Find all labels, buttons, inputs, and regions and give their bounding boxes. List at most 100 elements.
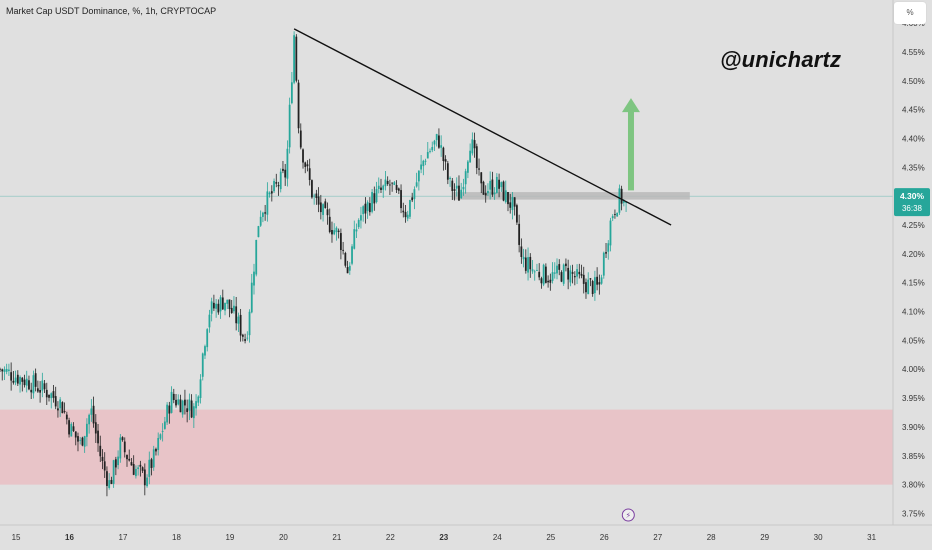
- candle-body: [451, 180, 454, 192]
- candle-body: [168, 405, 171, 414]
- price-tick-label: 4.40%: [902, 134, 925, 143]
- candle-body: [266, 191, 269, 215]
- time-axis[interactable]: 15 16 17 18 19 20 21 22 23 24 25 26 27 28 29 30 31 ⚡: [0, 508, 932, 542]
- candle-body: [92, 405, 95, 424]
- candle-body: [406, 214, 409, 219]
- candle-body: [126, 454, 128, 460]
- candle-body: [333, 230, 336, 235]
- candle-body: [366, 202, 369, 212]
- price-tick-label: 4.45%: [902, 106, 925, 115]
- price-tick-label: 3.90%: [902, 423, 925, 432]
- candle-body: [215, 303, 218, 309]
- candle-body: [455, 185, 458, 189]
- time-tick-label: 25: [546, 533, 555, 542]
- candle-body: [295, 36, 298, 81]
- percent-scale-button[interactable]: %: [894, 2, 926, 24]
- candle-body: [16, 374, 19, 384]
- candle-body: [50, 393, 53, 399]
- candle-body: [364, 203, 367, 214]
- candle-body: [556, 265, 558, 274]
- candle-body: [567, 267, 570, 280]
- candle-body: [382, 185, 385, 190]
- price-tag-box: [894, 188, 930, 217]
- candle-body: [533, 271, 536, 273]
- candle-body: [473, 140, 476, 149]
- candle-body: [324, 201, 327, 209]
- price-tick-label: 4.50%: [902, 77, 925, 86]
- candle-body: [268, 192, 271, 195]
- candle-body: [230, 307, 233, 313]
- candle-body: [458, 185, 460, 201]
- candle-body: [150, 459, 153, 468]
- candle-body: [32, 375, 35, 394]
- candle-body: [99, 445, 102, 457]
- candle-body: [72, 426, 75, 431]
- candle-body: [273, 180, 275, 192]
- candle-body: [620, 188, 623, 204]
- candle-body: [395, 184, 398, 190]
- candle-body: [576, 269, 578, 277]
- candle-body: [337, 230, 340, 232]
- candle-body: [41, 380, 44, 391]
- candle-body: [246, 337, 249, 339]
- candle-body: [204, 346, 206, 356]
- candle-body: [195, 401, 197, 409]
- candle-body: [306, 164, 309, 167]
- candle-body: [277, 185, 280, 187]
- candle-body: [148, 459, 151, 477]
- time-tick-label: 27: [653, 533, 662, 542]
- price-tick-label: 4.10%: [902, 308, 925, 317]
- candle-body: [404, 212, 407, 218]
- time-tick-label: 20: [279, 533, 288, 542]
- price-tick-label: 4.35%: [902, 163, 925, 172]
- candle-body: [279, 171, 282, 190]
- candle-body: [498, 179, 500, 189]
- candle-body: [139, 464, 142, 467]
- candle-body: [259, 216, 262, 226]
- candle-body: [339, 233, 342, 250]
- candle-body: [424, 160, 427, 162]
- candle-body: [70, 423, 73, 437]
- candle-body: [88, 414, 91, 425]
- candle-body: [83, 436, 86, 447]
- time-tick-label: 18: [172, 533, 181, 542]
- candle-body: [61, 402, 64, 414]
- candle-body: [355, 229, 358, 232]
- candle-body: [241, 334, 244, 337]
- candle-body: [344, 253, 347, 266]
- candle-body: [605, 252, 607, 254]
- candle-body: [384, 179, 387, 187]
- candle-body: [311, 180, 313, 198]
- candle-body: [244, 339, 246, 341]
- candle-body: [5, 368, 8, 372]
- candle-body: [444, 159, 447, 162]
- candle-body: [585, 282, 587, 293]
- candle-body: [85, 423, 88, 437]
- candle-body: [43, 383, 46, 390]
- candle-body: [453, 189, 456, 191]
- candle-body: [239, 314, 242, 336]
- candle-body: [322, 204, 324, 215]
- candle-body: [582, 274, 585, 284]
- candle-body: [357, 220, 360, 228]
- candle-body: [106, 471, 108, 486]
- candle-body: [114, 459, 117, 468]
- candle-body: [221, 297, 224, 310]
- price-axis[interactable]: 4.60%4.55%4.50%4.45%4.40%4.35%4.30%4.25%…: [892, 0, 932, 550]
- candle-body: [464, 171, 467, 185]
- candle-body: [10, 372, 13, 381]
- candle-body: [589, 278, 592, 280]
- candle-body: [59, 399, 62, 409]
- price-tag-timer: 36:38: [902, 204, 923, 213]
- candle-body: [362, 206, 365, 215]
- candle-body: [137, 467, 140, 470]
- candle-body: [471, 139, 474, 154]
- time-tick-label: 22: [386, 533, 395, 542]
- time-tick-label: 24: [493, 533, 502, 542]
- candle-body: [313, 195, 316, 197]
- candle-body: [103, 461, 106, 471]
- candle-body: [192, 406, 195, 419]
- candle-body: [286, 148, 289, 179]
- candle-body: [466, 161, 469, 173]
